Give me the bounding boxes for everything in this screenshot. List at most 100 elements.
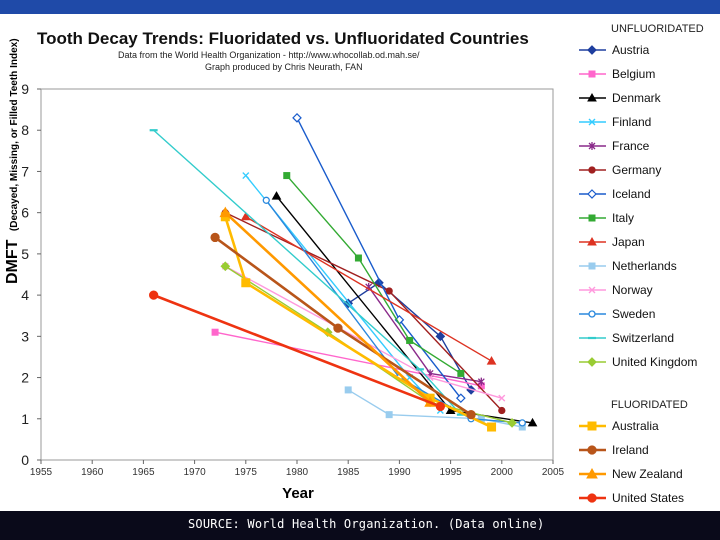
legend-label-iceland: Iceland xyxy=(612,187,651,201)
legend-label-norway: Norway xyxy=(612,283,653,297)
legend-item-new-zealand: New Zealand xyxy=(579,467,683,481)
data-point-australia xyxy=(241,278,251,288)
y-tick-label: 8 xyxy=(21,122,29,138)
legend-swatch-marker xyxy=(587,45,597,55)
y-tick-label: 9 xyxy=(21,81,29,97)
legend-swatch-marker xyxy=(588,310,596,318)
data-point-iceland xyxy=(292,113,302,123)
legend-swatch-marker xyxy=(588,142,596,150)
legend-label-france: France xyxy=(612,139,650,153)
y-axis: 0 1 2 3 4 5 6 7 8 9 xyxy=(21,81,41,468)
legend-swatch-marker xyxy=(587,421,597,431)
x-axis-label: Year xyxy=(282,485,314,502)
x-tick-label: 1960 xyxy=(81,467,104,478)
legend-label-ireland: Ireland xyxy=(612,443,649,457)
chart-title: Tooth Decay Trends: Fluoridated vs. Unfl… xyxy=(37,29,529,48)
legend-item-france: France xyxy=(579,139,650,153)
data-point-finland xyxy=(242,172,250,180)
legend-item-sweden: Sweden xyxy=(579,307,655,321)
data-point-italy xyxy=(283,172,291,180)
legend-item-united-states: United States xyxy=(579,491,684,505)
legend-swatch-marker xyxy=(586,467,598,479)
top-accent-bar xyxy=(0,0,720,14)
data-point-norway xyxy=(426,374,434,382)
source-note: SOURCE: World Health Organization. (Data… xyxy=(188,517,545,531)
chart-subtitle-credit: Graph produced by Chris Neurath, FAN xyxy=(205,62,363,72)
legend-item-finland: Finland xyxy=(579,115,651,129)
x-tick-label: 1995 xyxy=(439,467,462,478)
legend-item-australia: Australia xyxy=(579,419,659,433)
y-tick-label: 7 xyxy=(21,163,29,179)
legend-item-iceland: Iceland xyxy=(579,187,651,201)
series-united-states xyxy=(148,290,446,412)
legend-label-germany: Germany xyxy=(612,163,661,177)
legend-item-denmark: Denmark xyxy=(579,91,662,105)
legend-swatch-marker xyxy=(588,166,596,174)
data-point-sweden xyxy=(262,196,270,204)
legend-label-finland: Finland xyxy=(612,115,651,129)
x-tick-label: 1990 xyxy=(388,467,411,478)
series-line-sweden xyxy=(265,199,523,424)
series-japan xyxy=(240,211,497,365)
x-tick-label: 1985 xyxy=(337,467,360,478)
dmft-chart: Tooth Decay Trends: Fluoridated vs. Unfl… xyxy=(4,23,704,505)
legend-label-denmark: Denmark xyxy=(612,91,662,105)
legend-item-germany: Germany xyxy=(579,163,661,177)
footer-bar: SOURCE: World Health Organization. (Data… xyxy=(0,511,720,540)
data-point-japan xyxy=(486,356,497,365)
data-point-iceland xyxy=(455,393,466,404)
series-italy xyxy=(283,172,465,377)
series-line-belgium xyxy=(214,331,482,387)
legend-label-austria: Austria xyxy=(612,43,650,57)
data-point-united-states xyxy=(435,401,446,412)
legend-label-united-states: United States xyxy=(612,491,684,505)
legend-swatch-marker xyxy=(588,70,596,78)
y-axis-label-main: DMFT xyxy=(4,239,21,284)
data-point-australia xyxy=(487,422,497,432)
x-tick-label: 2000 xyxy=(491,467,514,478)
legend-swatch-marker xyxy=(587,189,597,199)
legend-label-italy: Italy xyxy=(612,211,634,225)
legend-heading-fluoridated: FLUORIDATED xyxy=(611,399,688,411)
legend-label-japan: Japan xyxy=(612,235,645,249)
legend-swatch-marker xyxy=(588,214,596,222)
data-point-new-zealand xyxy=(219,206,232,218)
x-axis: 1955 1960 1965 1970 1975 1980 1985 1990 1995 2000… xyxy=(30,460,565,478)
series-sweden xyxy=(262,196,526,427)
legend-item-netherlands: Netherlands xyxy=(579,259,677,273)
legend-item-norway: Norway xyxy=(579,283,653,297)
series-line-austria xyxy=(347,281,472,391)
y-axis-label-detail: (Decayed, Missing, or Filled Teeth Index… xyxy=(9,38,20,231)
legend-item-japan: Japan xyxy=(579,235,645,249)
x-tick-label: 1970 xyxy=(183,467,206,478)
series-line-netherlands xyxy=(347,389,523,428)
legend-swatch-marker xyxy=(587,236,597,246)
data-point-japan xyxy=(240,211,251,221)
y-tick-label: 0 xyxy=(21,452,29,468)
data-point-austria xyxy=(435,331,446,342)
legend-swatch-marker xyxy=(588,118,596,126)
legend: UNFLUORIDATED Austria Belgium Denmark Finlan… xyxy=(579,23,704,505)
y-tick-label: 4 xyxy=(21,287,29,303)
legend-label-sweden: Sweden xyxy=(612,307,655,321)
data-point-united-kingdom xyxy=(220,261,231,272)
legend-swatch-marker xyxy=(587,493,597,503)
data-point-belgium xyxy=(211,328,219,336)
legend-item-austria: Austria xyxy=(579,43,650,57)
data-point-denmark xyxy=(271,191,282,200)
plot-area xyxy=(40,88,554,461)
series-layer xyxy=(148,113,538,432)
legend-swatch-marker xyxy=(587,445,597,455)
legend-item-united-kingdom: United Kingdom xyxy=(579,355,697,369)
x-tick-label: 1955 xyxy=(30,467,53,478)
x-tick-label: 2005 xyxy=(542,467,565,478)
legend-swatch-marker xyxy=(588,262,596,270)
data-point-france xyxy=(477,377,485,386)
legend-item-italy: Italy xyxy=(579,211,634,225)
series-ireland xyxy=(210,232,476,420)
y-tick-label: 6 xyxy=(21,205,29,221)
x-tick-label: 1965 xyxy=(132,467,155,478)
data-point-united-kingdom xyxy=(507,418,517,428)
legend-label-australia: Australia xyxy=(612,419,659,433)
series-line-italy xyxy=(286,175,462,375)
